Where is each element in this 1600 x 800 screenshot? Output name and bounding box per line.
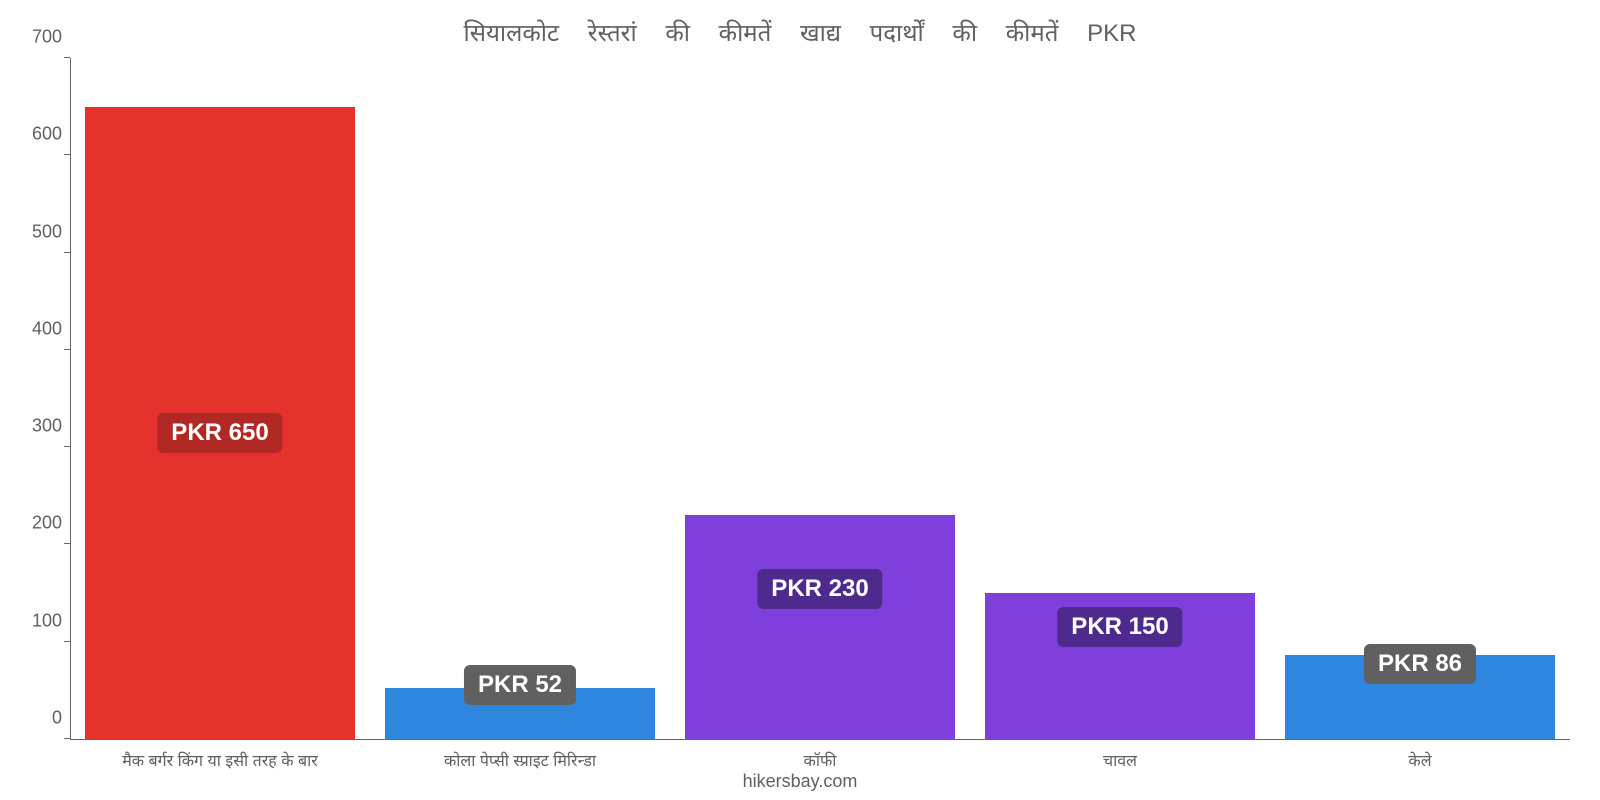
value-label: PKR 52 (464, 665, 576, 705)
chart-title: सियालकोट रेस्तरां की कीमतें खाद्य पदार्थ… (0, 16, 1600, 49)
bar-slot: PKR 52कोला पेप्सी स्प्राइट मिरिन्डा (370, 58, 670, 739)
x-axis-label: चावल (1103, 749, 1137, 771)
chart-container: सियालकोट रेस्तरां की कीमतें खाद्य पदार्थ… (0, 0, 1600, 800)
value-label: PKR 230 (757, 569, 882, 609)
x-axis-label: कॉफी (804, 749, 837, 771)
x-axis-label: केले (1408, 749, 1431, 771)
y-tick-label: 700 (20, 27, 62, 48)
bar-slot: PKR 86केले (1270, 58, 1570, 739)
plot-area: 0100200300400500600700 PKR 650मैक बर्गर … (70, 58, 1570, 740)
value-label: PKR 150 (1057, 607, 1182, 647)
bar-slot: PKR 150चावल (970, 58, 1270, 739)
y-tick-label: 100 (20, 610, 62, 631)
x-axis-label: मैक बर्गर किंग या इसी तरह के बार (122, 749, 318, 771)
bar-slot: PKR 230कॉफी (670, 58, 970, 739)
value-label: PKR 650 (157, 413, 282, 453)
y-tick-label: 0 (20, 708, 62, 729)
value-label: PKR 86 (1364, 644, 1476, 684)
footer-credit: hikersbay.com (0, 771, 1600, 792)
x-axis-label: कोला पेप्सी स्प्राइट मिरिन्डा (444, 749, 596, 771)
bars-region: PKR 650मैक बर्गर किंग या इसी तरह के बारP… (70, 58, 1570, 739)
bar-slot: PKR 650मैक बर्गर किंग या इसी तरह के बार (70, 58, 370, 739)
y-tick-label: 200 (20, 513, 62, 534)
y-tick-label: 400 (20, 318, 62, 339)
y-tick-label: 500 (20, 221, 62, 242)
bar (685, 515, 955, 739)
y-tick-label: 300 (20, 416, 62, 437)
y-tick-label: 600 (20, 124, 62, 145)
